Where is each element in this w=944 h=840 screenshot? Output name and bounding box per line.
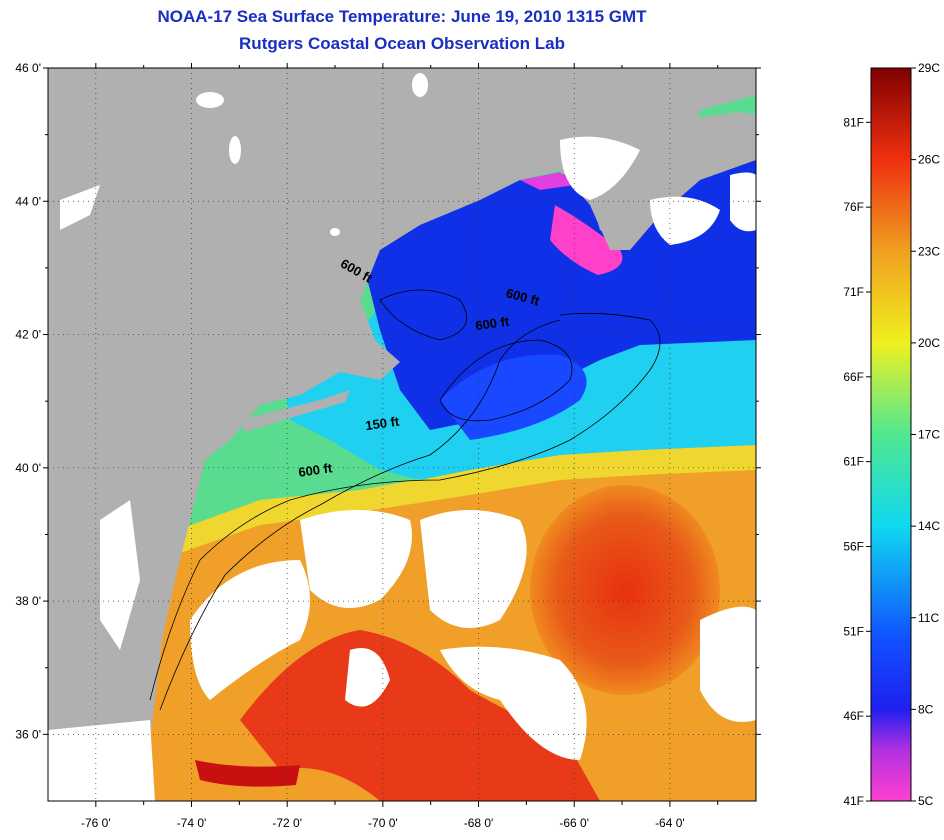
colorbar-f-label: 56F — [843, 539, 864, 553]
land-nova-scotia — [560, 112, 756, 250]
lon-tick-label: -76 0' — [81, 816, 111, 830]
colorbar-c-label: 29C — [918, 61, 940, 75]
contour-label: 600 ft — [474, 314, 510, 334]
land-mainland — [48, 68, 756, 740]
georges-bank-cold — [440, 354, 587, 440]
colorbar-f-label: 81F — [843, 115, 864, 129]
lat-tick-label: 36 0' — [15, 727, 41, 741]
colorbar-f-label: 41F — [843, 794, 864, 808]
map-title: NOAA-17 Sea Surface Temperature: June 19… — [157, 7, 647, 26]
lat-tick-label: 46 0' — [15, 61, 41, 75]
sst-image — [48, 68, 756, 801]
map-frame — [47, 67, 757, 802]
lon-tick-label: -66 0' — [559, 816, 589, 830]
colorbar-f-label: 76F — [843, 200, 864, 214]
contour-label: 150 ft — [364, 413, 400, 433]
lat-tick-label: 44 0' — [15, 194, 41, 208]
latitude-labels: 46 0' 44 0' 42 0' 40 0' 38 0' 36 0' — [15, 61, 41, 741]
bathymetry-contours — [149, 289, 661, 711]
colorbar-c-label: 26C — [918, 153, 940, 167]
lon-tick-label: -64 0' — [655, 816, 685, 830]
colorbar-c-label: 5C — [918, 794, 934, 808]
contour-label: 600 ft — [297, 460, 333, 480]
colorbar-f-label: 51F — [843, 624, 864, 638]
colorbar-f-label: 61F — [843, 455, 864, 469]
colorbar-c-label: 14C — [918, 519, 940, 533]
colorbar-f-label: 71F — [843, 285, 864, 299]
lon-tick-label: -74 0' — [177, 816, 207, 830]
transition-band — [150, 445, 756, 560]
gulf-stream-core — [240, 630, 600, 801]
colorbar-f-label: 66F — [843, 370, 864, 384]
cloud-cover — [48, 73, 756, 801]
warm-core-eddy — [530, 485, 720, 695]
longitude-labels: -76 0' -74 0' -72 0' -70 0' -68 0' -66 0' -64 … — [81, 816, 685, 830]
colorbar-c-label: 11C — [918, 611, 939, 625]
colorbar-c-label: 23C — [918, 244, 940, 258]
lon-tick-label: -68 0' — [464, 816, 494, 830]
lat-tick-label: 42 0' — [15, 328, 41, 342]
colorbar-c-label: 8C — [918, 702, 934, 716]
lat-tick-label: 38 0' — [15, 594, 41, 608]
lon-tick-label: -70 0' — [368, 816, 398, 830]
map-graticule — [48, 67, 756, 801]
lon-tick-label: -72 0' — [272, 816, 302, 830]
bay-of-fundy-upper — [520, 172, 575, 190]
map-subtitle: Rutgers Coastal Ocean Observation Lab — [239, 34, 565, 53]
lat-tick-label: 40 0' — [15, 461, 41, 475]
colorbar-c-label: 17C — [918, 428, 940, 442]
colorbar-scale — [870, 67, 912, 802]
colorbar-c-label: 20C — [918, 336, 940, 350]
colorbar-fahrenheit-labels: 81F 76F 71F 66F 61F 56F 51F 46F 41F — [843, 115, 871, 808]
colorbar-f-label: 46F — [843, 709, 864, 723]
map-tick-marks — [43, 63, 761, 807]
colorbar-celsius-labels: 29C 26C 23C 20C 17C 14C 11C 8C 5C — [911, 61, 940, 808]
land-long-island — [240, 390, 350, 432]
southern-hot-band — [195, 760, 300, 787]
bay-of-fundy-coldest — [550, 205, 623, 275]
